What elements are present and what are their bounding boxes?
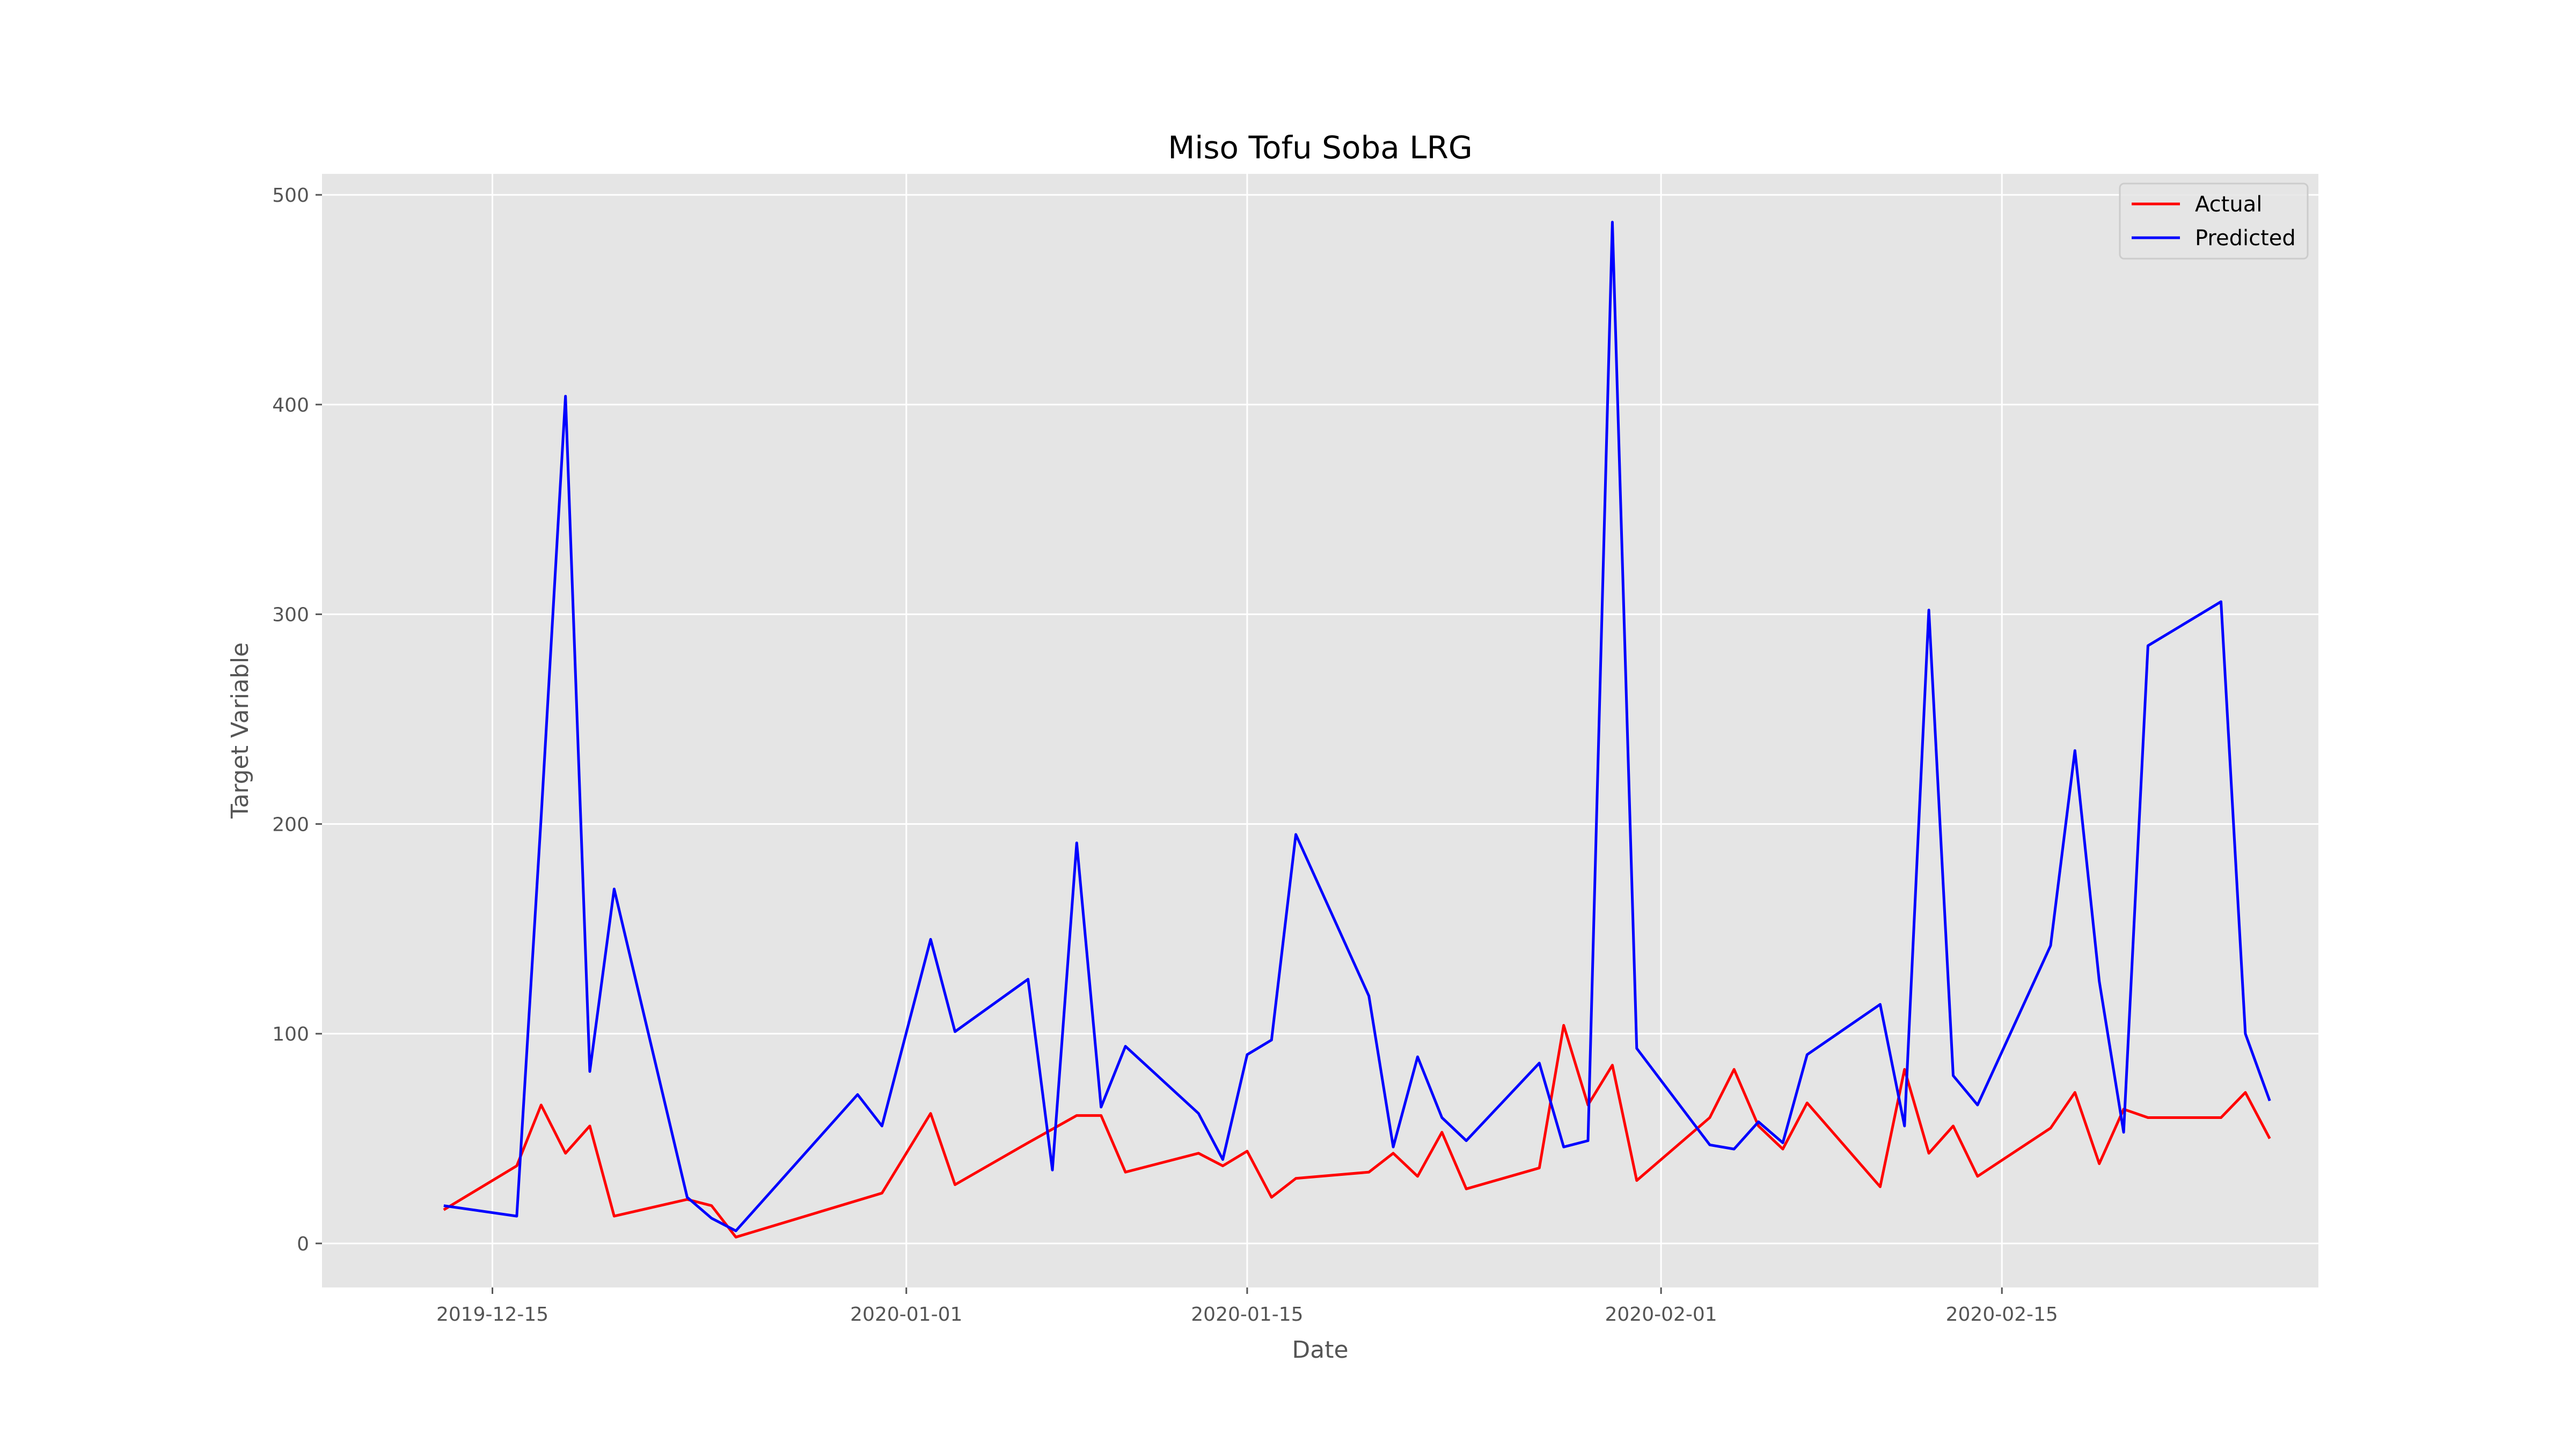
legend: Actual Predicted [2119,182,2309,260]
grid [322,174,2318,1287]
axis-ticks: 0 100 200 300 400 500 2019-12-15 2020-01-01 2020… [272,185,2058,1326]
y-tick-label: 400 [272,394,309,416]
series-line-predicted [443,221,2271,1232]
y-tick-label: 200 [272,814,309,836]
legend-label-predicted: Predicted [2195,226,2296,251]
x-tick-label: 2020-01-01 [850,1304,962,1326]
x-tick-label: 2020-02-15 [1946,1304,2058,1326]
y-tick-label: 0 [297,1233,309,1255]
x-tick-label: 2019-12-15 [436,1304,548,1326]
y-axis-label: Target Variable [226,642,254,819]
legend-box [2119,182,2309,260]
y-tick-label: 500 [272,185,309,207]
y-tick-label: 100 [272,1023,309,1045]
series-line-actual [443,1024,2271,1239]
chart-title: Miso Tofu Soba LRG [1168,129,1473,166]
plot-area [322,174,2318,1287]
legend-label-actual: Actual [2195,192,2262,217]
x-tick-label: 2020-01-15 [1191,1304,1303,1326]
x-axis-label: Date [1292,1336,1348,1364]
x-tick-label: 2020-02-01 [1605,1304,1717,1326]
series-layer [443,221,2271,1239]
y-tick-label: 300 [272,604,309,626]
